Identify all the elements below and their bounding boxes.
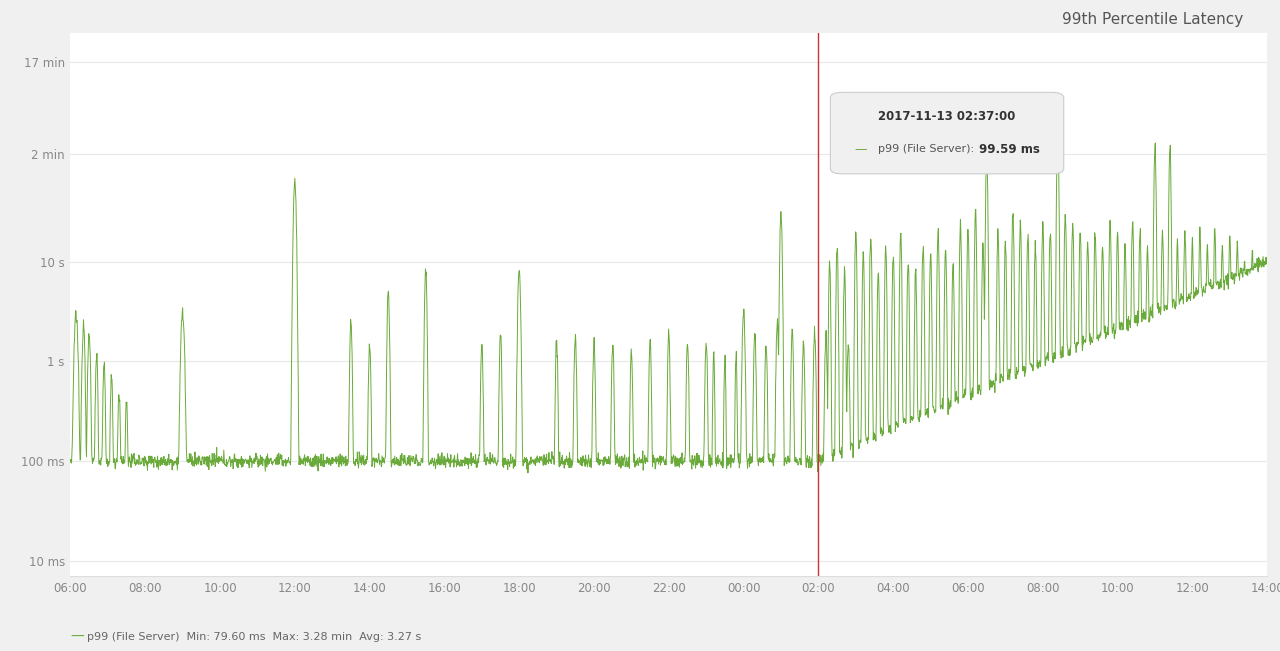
Text: p99 (File Server):: p99 (File Server): [878,145,974,154]
FancyBboxPatch shape [831,92,1064,174]
Text: —: — [854,143,867,156]
Text: —: — [70,630,84,644]
Text: 2017-11-13 02:37:00: 2017-11-13 02:37:00 [878,110,1016,123]
Text: p99 (File Server)  Min: 79.60 ms  Max: 3.28 min  Avg: 3.27 s: p99 (File Server) Min: 79.60 ms Max: 3.2… [87,631,421,642]
Text: 99.59 ms: 99.59 ms [979,143,1039,156]
Text: 99th Percentile Latency: 99th Percentile Latency [1062,12,1243,27]
